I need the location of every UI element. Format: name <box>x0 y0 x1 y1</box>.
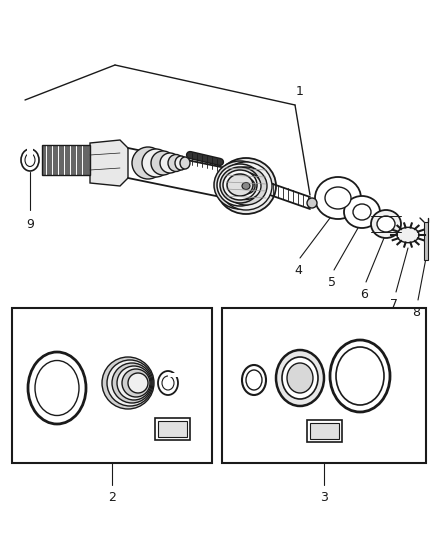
Text: 8: 8 <box>412 306 420 319</box>
Ellipse shape <box>307 198 317 208</box>
Bar <box>168 373 182 377</box>
Ellipse shape <box>242 182 250 190</box>
Text: 5: 5 <box>328 276 336 289</box>
Ellipse shape <box>158 371 178 395</box>
Text: 2: 2 <box>108 491 116 504</box>
Text: 4: 4 <box>294 264 302 277</box>
Ellipse shape <box>128 373 148 393</box>
Ellipse shape <box>242 365 266 395</box>
Ellipse shape <box>214 161 266 209</box>
Ellipse shape <box>28 352 86 424</box>
Ellipse shape <box>330 340 390 412</box>
Ellipse shape <box>117 366 151 400</box>
Ellipse shape <box>220 162 272 210</box>
Bar <box>27 148 33 156</box>
Ellipse shape <box>282 357 318 399</box>
Bar <box>222 308 426 463</box>
Ellipse shape <box>175 156 187 170</box>
Ellipse shape <box>220 167 260 203</box>
Ellipse shape <box>35 360 79 416</box>
Polygon shape <box>42 145 90 175</box>
Text: 6: 6 <box>360 288 368 301</box>
Bar <box>310 423 339 439</box>
Text: 1: 1 <box>296 85 304 98</box>
Ellipse shape <box>168 155 184 172</box>
Ellipse shape <box>315 177 361 219</box>
Ellipse shape <box>132 147 164 179</box>
Polygon shape <box>90 140 128 186</box>
Text: 7: 7 <box>390 298 398 311</box>
Ellipse shape <box>287 363 313 393</box>
Ellipse shape <box>223 170 257 200</box>
Ellipse shape <box>217 164 263 206</box>
Ellipse shape <box>180 157 190 169</box>
Ellipse shape <box>102 357 154 409</box>
Ellipse shape <box>162 376 174 390</box>
Bar <box>12 308 212 463</box>
Ellipse shape <box>107 360 153 406</box>
Ellipse shape <box>377 216 395 232</box>
Ellipse shape <box>344 196 380 228</box>
Bar <box>424 222 428 260</box>
Ellipse shape <box>227 174 253 196</box>
Bar <box>307 420 342 442</box>
Ellipse shape <box>246 370 262 390</box>
Ellipse shape <box>325 187 351 209</box>
Ellipse shape <box>353 204 371 220</box>
Ellipse shape <box>237 178 255 194</box>
Ellipse shape <box>216 158 276 214</box>
Ellipse shape <box>25 154 35 166</box>
Ellipse shape <box>231 173 261 199</box>
Text: 3: 3 <box>320 491 328 504</box>
Ellipse shape <box>397 227 419 243</box>
Bar <box>158 421 187 437</box>
Ellipse shape <box>160 153 180 173</box>
Ellipse shape <box>151 151 175 175</box>
Ellipse shape <box>21 149 39 171</box>
Ellipse shape <box>371 210 401 238</box>
Ellipse shape <box>276 350 324 406</box>
Ellipse shape <box>122 369 150 397</box>
Ellipse shape <box>142 149 170 177</box>
Ellipse shape <box>225 167 267 205</box>
Text: 9: 9 <box>26 218 34 231</box>
Ellipse shape <box>336 347 384 405</box>
Ellipse shape <box>112 363 152 403</box>
Bar <box>155 418 190 440</box>
